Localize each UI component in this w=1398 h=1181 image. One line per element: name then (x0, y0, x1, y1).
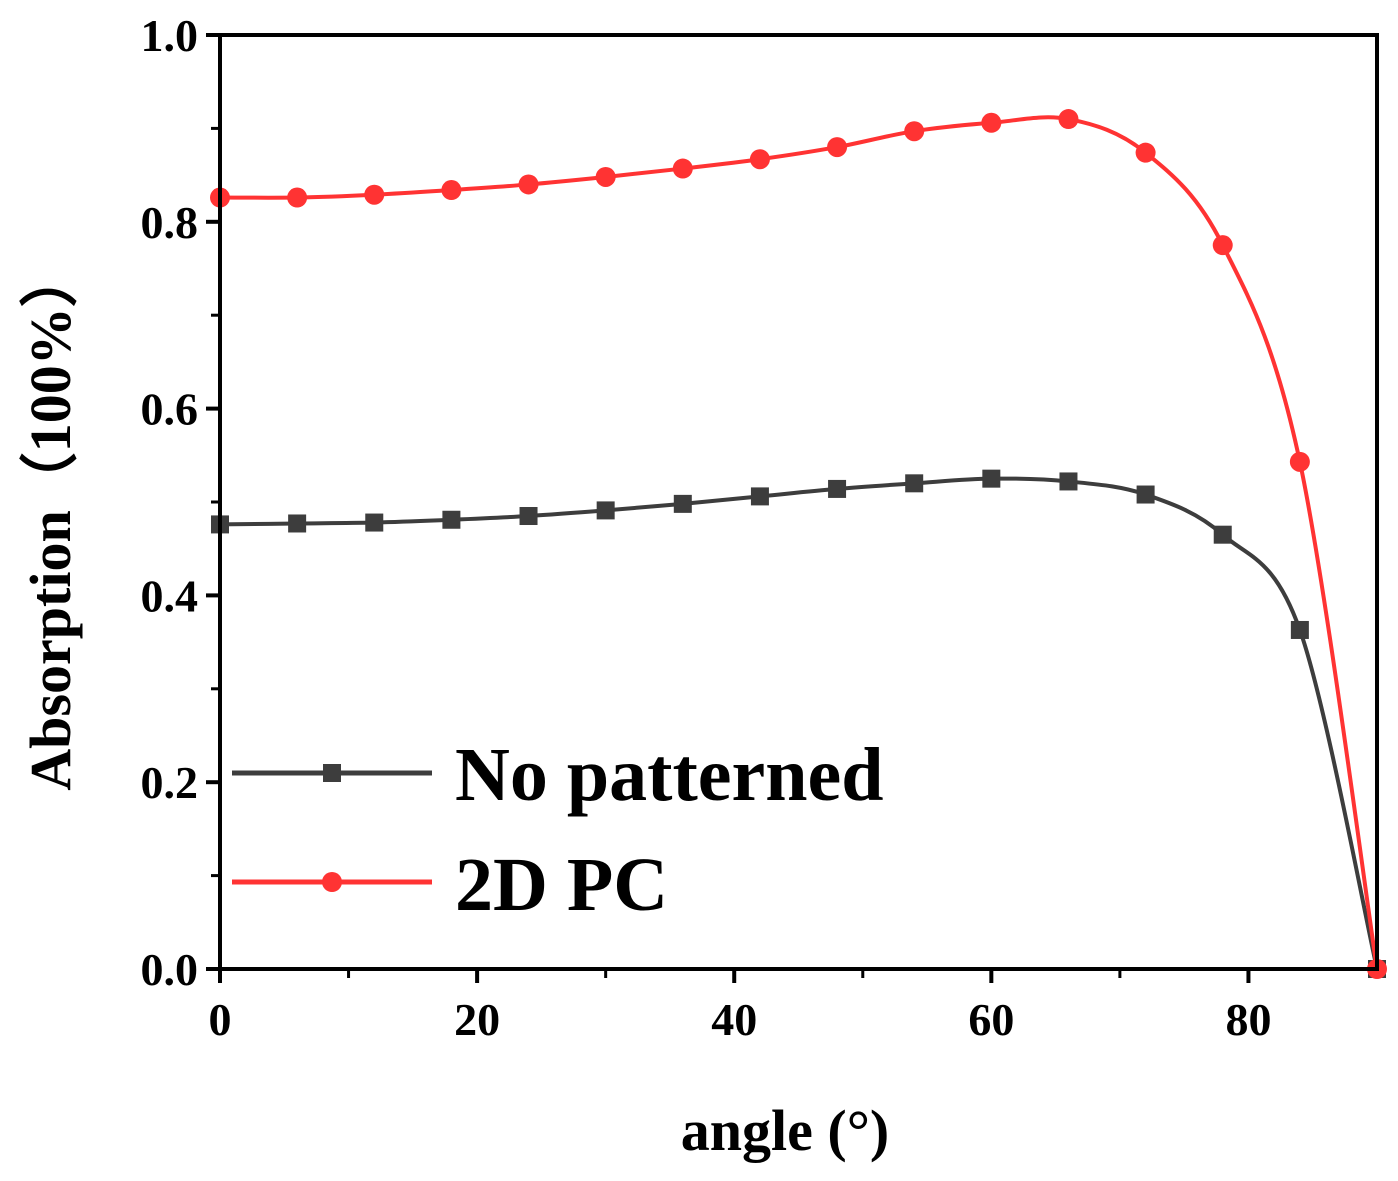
data-point-2d-pc (1058, 109, 1079, 130)
plot-frame (218, 33, 1379, 971)
data-point-2d-pc (1212, 235, 1233, 256)
legend-marker-no-patterned (323, 764, 341, 782)
data-point-no-patterned (982, 469, 1001, 488)
data-point-no-patterned (1290, 620, 1309, 639)
data-point-no-patterned (288, 514, 307, 533)
y-tick-label: 1.0 (141, 10, 199, 61)
legend-label-no-patterned: No patterned (455, 733, 884, 817)
data-point-no-patterned (596, 501, 615, 520)
y-tick-label: 0.4 (141, 570, 199, 621)
data-point-2d-pc (1289, 451, 1310, 472)
x-tick-label: 20 (454, 994, 500, 1045)
legend: No patterned 2D PC (232, 733, 884, 927)
y-tick-label: 0.0 (141, 944, 199, 995)
data-point-2d-pc (287, 187, 308, 208)
data-point-2d-pc (981, 112, 1002, 133)
data-point-no-patterned (905, 474, 924, 493)
y-tick-label: 0.2 (141, 757, 199, 808)
data-point-no-patterned (1213, 525, 1232, 544)
data-point-no-patterned (673, 494, 692, 513)
x-axis-title: angle (°) (681, 1098, 889, 1163)
data-point-2d-pc (1135, 142, 1156, 163)
y-axis-title: Absorption（100%） (18, 249, 83, 790)
data-point-no-patterned (1059, 472, 1078, 491)
series-line-no-patterned (219, 476, 1379, 970)
data-point-no-patterned (828, 479, 847, 498)
data-point-no-patterned (442, 510, 461, 529)
data-point-no-patterned (1136, 485, 1155, 504)
x-tick-label: 80 (1225, 994, 1271, 1045)
data-point-2d-pc (904, 121, 925, 142)
data-point-2d-pc (749, 149, 770, 170)
data-point-2d-pc (595, 166, 616, 187)
series-line-2d-pc (219, 115, 1379, 970)
data-point-2d-pc (518, 174, 539, 195)
data-point-2d-pc (441, 180, 462, 201)
data-point-no-patterned (750, 487, 769, 506)
data-point-2d-pc (672, 158, 693, 179)
axes-layer: 0 20 40 60 80 0.0 0.2 0.4 0.6 0.8 1.0 (141, 10, 1272, 1045)
x-tick-label: 60 (968, 994, 1014, 1045)
legend-marker-2d-pc (322, 872, 342, 892)
y-tick-label: 0.6 (141, 384, 199, 435)
legend-label-2d-pc: 2D PC (455, 843, 668, 927)
x-tick-label: 0 (209, 994, 232, 1045)
data-point-2d-pc (364, 184, 385, 205)
series-layer (210, 109, 1387, 979)
x-tick-label: 40 (711, 994, 757, 1045)
data-point-no-patterned (365, 513, 384, 532)
data-point-2d-pc (827, 137, 848, 158)
y-tick-label: 0.8 (141, 197, 199, 248)
data-point-no-patterned (519, 507, 538, 526)
